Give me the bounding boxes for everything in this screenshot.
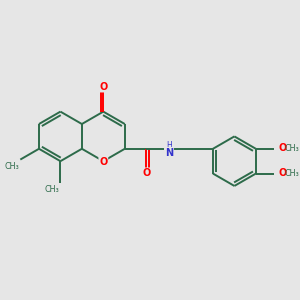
Text: H: H [166,141,172,150]
Text: CH₃: CH₃ [4,161,19,170]
Text: O: O [99,82,107,92]
Text: CH₃: CH₃ [285,169,299,178]
Text: O: O [279,168,287,178]
Text: N: N [165,148,173,158]
Text: CH₃: CH₃ [45,185,59,194]
Text: O: O [99,157,107,167]
Text: CH₃: CH₃ [285,144,299,153]
Text: O: O [142,168,151,178]
Text: O: O [279,143,287,153]
